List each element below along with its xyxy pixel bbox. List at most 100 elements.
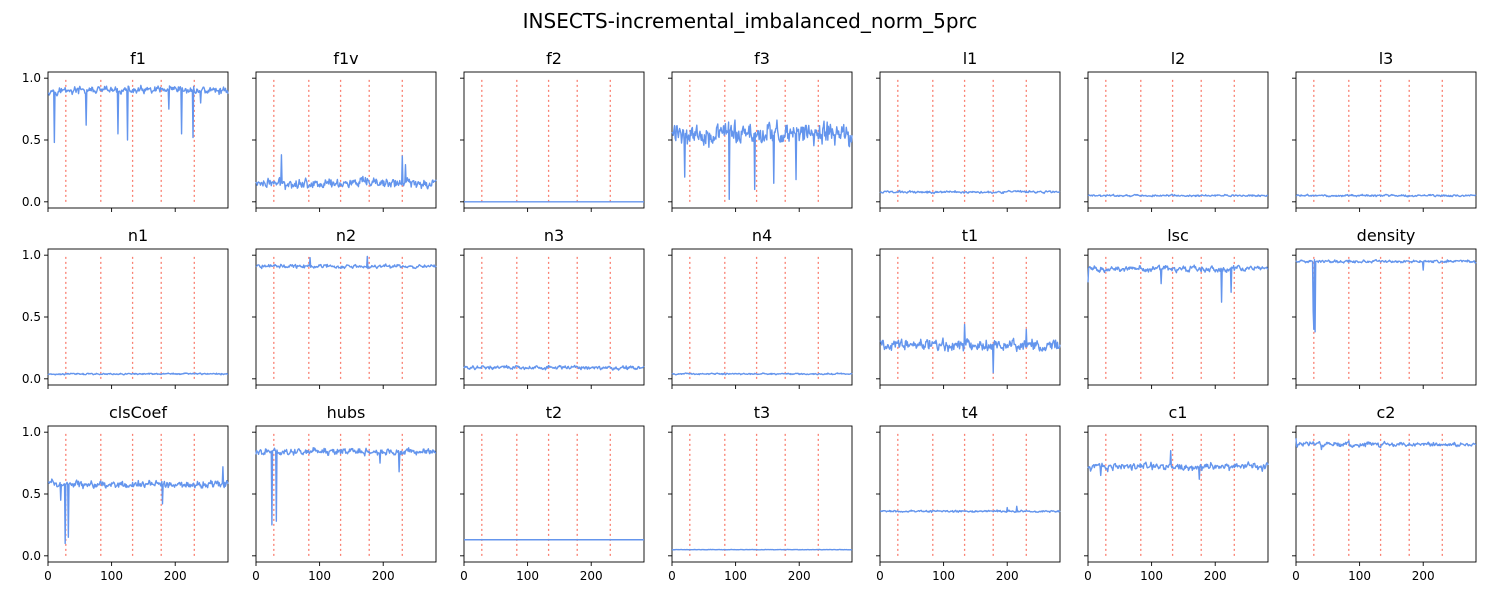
series-line-f1v (255, 154, 437, 191)
subplot-c1: c1 0 100 200 (1084, 403, 1269, 583)
subplot-title: f3 (754, 49, 770, 68)
x-tick-label: 100 (516, 569, 539, 583)
y-tick-label: 1.0 (22, 248, 41, 262)
series-line-n1 (47, 372, 229, 376)
subplot-l2: l2 (1084, 49, 1269, 212)
subplot-title: t4 (962, 403, 978, 422)
x-tick-label: 0 (1292, 569, 1300, 583)
series-line-density (1295, 259, 1477, 333)
axes-frame (879, 425, 1061, 563)
subplot-f3: f3 (668, 49, 853, 212)
subplot-c2: c2 0 100 200 (1292, 403, 1477, 583)
subplot-title: l1 (963, 49, 978, 68)
axes-frame (671, 425, 853, 563)
subplot-title: n3 (544, 226, 564, 245)
subplot-l1: l1 (876, 49, 1061, 212)
series-line-f3 (671, 119, 853, 201)
subplot-grid: f1 0.0 0.5 1.0 f1v f2 f3 l1 l2 l3 n1 0.0 0.5 1.0 n2 n3 n… (22, 49, 1477, 583)
x-tick-label: 100 (932, 569, 955, 583)
subplot-title: n1 (128, 226, 148, 245)
subplot-hubs: hubs 0 100 200 (252, 403, 437, 583)
axes-frame (47, 425, 229, 563)
x-tick-label: 200 (164, 569, 187, 583)
axes-frame (1087, 425, 1269, 563)
subplot-title: c1 (1169, 403, 1188, 422)
x-tick-label: 100 (308, 569, 331, 583)
x-tick-label: 0 (44, 569, 52, 583)
x-tick-label: 200 (580, 569, 603, 583)
subplot-t3: t3 0 100 200 (668, 403, 853, 583)
axes-frame (463, 248, 645, 386)
subplot-f2: f2 (460, 49, 645, 212)
subplot-title: t2 (546, 403, 562, 422)
subplot-n4: n4 (668, 226, 853, 389)
y-tick-label: 0.5 (22, 133, 41, 147)
x-tick-label: 200 (996, 569, 1019, 583)
subplot-title: clsCoef (109, 403, 167, 422)
axes-frame (879, 248, 1061, 386)
series-line-l3 (1295, 193, 1477, 198)
axes-frame (1295, 248, 1477, 386)
x-tick-label: 200 (788, 569, 811, 583)
series-line-hubs (255, 447, 437, 526)
subplot-t1: t1 (876, 226, 1061, 389)
axes-frame (463, 71, 645, 209)
x-tick-label: 100 (1348, 569, 1371, 583)
x-tick-label: 200 (1204, 569, 1227, 583)
subplot-t4: t4 0 100 200 (876, 403, 1061, 583)
series-line-l2 (1087, 193, 1269, 198)
series-line-n2 (255, 255, 437, 270)
series-line-t4 (879, 505, 1061, 514)
axes-frame (47, 71, 229, 209)
series-line-c2 (1295, 438, 1477, 451)
y-tick-label: 1.0 (22, 425, 41, 439)
y-tick-label: 0.0 (22, 549, 41, 563)
subplot-density: density (1292, 226, 1477, 389)
x-tick-label: 200 (1412, 569, 1435, 583)
subplot-title: density (1357, 226, 1416, 245)
x-tick-label: 0 (876, 569, 884, 583)
axes-frame (1295, 425, 1477, 563)
y-tick-label: 1.0 (22, 71, 41, 85)
subplot-title: l2 (1171, 49, 1186, 68)
subplot-t2: t2 0 100 200 (460, 403, 645, 583)
subplot-f1v: f1v (252, 49, 437, 212)
series-line-lsc (1087, 264, 1269, 303)
subplot-n3: n3 (460, 226, 645, 389)
subplot-clsCoef: clsCoef 0.0 0.5 1.0 0 100 200 (22, 403, 229, 583)
axes-frame (255, 425, 437, 563)
x-tick-label: 0 (1084, 569, 1092, 583)
y-tick-label: 0.5 (22, 310, 41, 324)
subplot-title: f1 (130, 49, 146, 68)
subplot-title: c2 (1377, 403, 1396, 422)
subplot-title: hubs (327, 403, 366, 422)
x-tick-label: 0 (252, 569, 260, 583)
subplot-n2: n2 (252, 226, 437, 389)
y-tick-label: 0.0 (22, 195, 41, 209)
series-line-c1 (1087, 450, 1269, 480)
x-tick-label: 100 (100, 569, 123, 583)
axes-frame (255, 248, 437, 386)
series-line-f1 (47, 84, 229, 144)
series-line-clsCoef (47, 466, 229, 545)
axes-frame (255, 71, 437, 209)
subplot-title: n2 (336, 226, 356, 245)
subplot-title: f1v (333, 49, 358, 68)
subplot-l3: l3 (1292, 49, 1477, 212)
axes-frame (1087, 248, 1269, 386)
y-tick-label: 0.0 (22, 372, 41, 386)
x-tick-label: 200 (372, 569, 395, 583)
axes-frame (879, 71, 1061, 209)
series-line-l1 (879, 189, 1061, 195)
subplot-title: t1 (962, 226, 978, 245)
axes-frame (1295, 71, 1477, 209)
subplot-title: f2 (546, 49, 562, 68)
subplot-n1: n1 0.0 0.5 1.0 (22, 226, 229, 389)
subplot-f1: f1 0.0 0.5 1.0 (22, 49, 229, 212)
figure-title: INSECTS-incremental_imbalanced_norm_5prc (523, 9, 978, 33)
axes-frame (463, 425, 645, 563)
axes-frame (47, 248, 229, 386)
series-line-n3 (463, 364, 645, 371)
subplot-title: l3 (1379, 49, 1394, 68)
